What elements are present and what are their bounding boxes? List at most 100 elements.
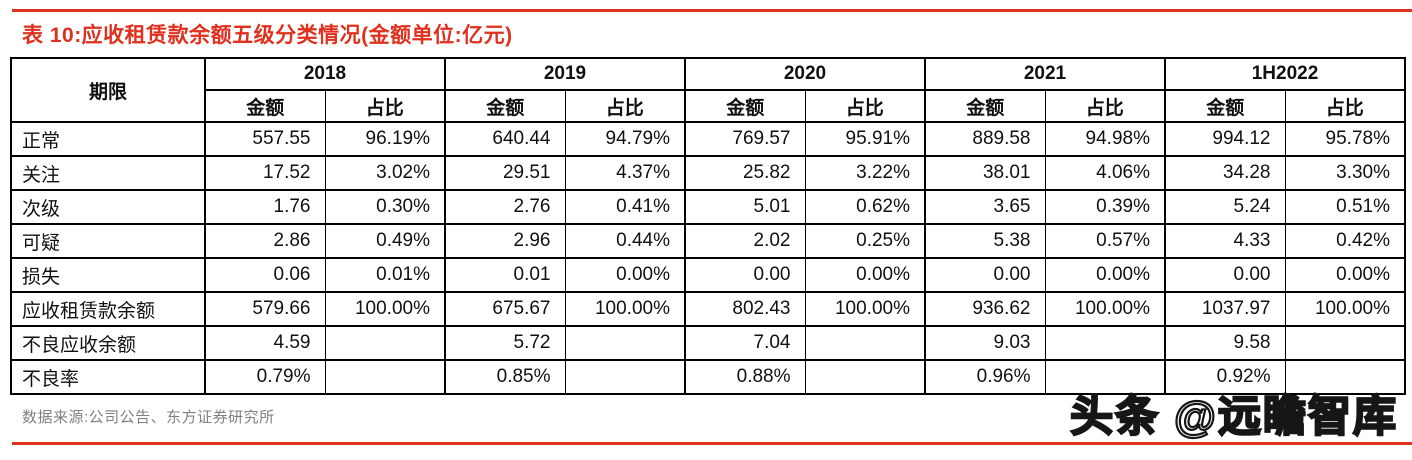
amount-cell: 936.62 <box>924 291 1046 327</box>
year-header-2021: 2021 <box>924 57 1166 91</box>
amount-cell: 7.04 <box>684 325 806 361</box>
share-cell: 0.00% <box>1284 257 1406 293</box>
amount-cell: 0.00 <box>924 257 1046 293</box>
row-label: 应收租赁款余额 <box>10 291 206 327</box>
share-cell: 0.39% <box>1044 189 1166 225</box>
amount-cell: 4.59 <box>204 325 326 361</box>
amount-cell: 9.03 <box>924 325 1046 361</box>
share-cell: 0.00% <box>804 257 926 293</box>
row-label: 损失 <box>10 257 206 293</box>
row-label: 不良应收余额 <box>10 325 206 361</box>
amount-column-header: 金额 <box>204 89 326 123</box>
amount-cell: 29.51 <box>444 155 566 191</box>
amount-cell: 4.33 <box>1164 223 1286 259</box>
amount-column-header: 金额 <box>1164 89 1286 123</box>
amount-cell: 0.00 <box>684 257 806 293</box>
amount-cell: 25.82 <box>684 155 806 191</box>
share-cell: 3.22% <box>804 155 926 191</box>
amount-column-header: 金额 <box>684 89 806 123</box>
share-cell: 4.06% <box>1044 155 1166 191</box>
amount-cell: 17.52 <box>204 155 326 191</box>
sub-header-row: 金额 占比 金额 占比 金额 占比 金额 占比 金额 占比 <box>11 89 1406 123</box>
amount-cell: 675.67 <box>444 291 566 327</box>
table-row: 正常 557.55 96.19% 640.44 94.79% 769.57 95.91% 88… <box>10 121 1406 157</box>
table-body: 正常 557.55 96.19% 640.44 94.79% 769.57 95.91% 88… <box>10 121 1406 395</box>
table-row: 关注 17.52 3.02% 29.51 4.37% 25.82 3.22% 38.01 4.0… <box>10 155 1406 191</box>
share-cell <box>804 359 926 395</box>
share-cell: 0.41% <box>564 189 686 225</box>
share-cell: 0.51% <box>1284 189 1406 225</box>
table-row: 应收租赁款余额 579.66 100.00% 675.67 100.00% 802.43 1… <box>10 291 1406 327</box>
row-label: 可疑 <box>10 223 206 259</box>
share-cell: 4.37% <box>564 155 686 191</box>
share-cell: 0.25% <box>804 223 926 259</box>
amount-cell: 2.76 <box>444 189 566 225</box>
row-label: 不良率 <box>10 359 206 395</box>
amount-cell: 3.65 <box>924 189 1046 225</box>
share-column-header: 占比 <box>324 89 446 123</box>
amount-cell: 5.24 <box>1164 189 1286 225</box>
amount-cell: 579.66 <box>204 291 326 327</box>
share-cell: 0.00% <box>1044 257 1166 293</box>
share-cell: 100.00% <box>324 291 446 327</box>
table-row: 不良率 0.79% 0.85% 0.88% 0.96% 0.92% <box>10 359 1406 395</box>
amount-cell: 0.79% <box>204 359 326 395</box>
share-cell: 96.19% <box>324 121 446 157</box>
amount-cell: 0.88% <box>684 359 806 395</box>
row-label: 正常 <box>10 121 206 157</box>
share-cell: 95.78% <box>1284 121 1406 157</box>
corner-header-cell: 期限 <box>10 57 206 123</box>
row-label: 次级 <box>10 189 206 225</box>
year-header-2018: 2018 <box>204 57 446 91</box>
share-cell: 100.00% <box>1284 291 1406 327</box>
amount-cell: 1037.97 <box>1164 291 1286 327</box>
table-row: 可疑 2.86 0.49% 2.96 0.44% 2.02 0.25% 5.38 0.57% 4.… <box>10 223 1406 259</box>
share-column-header: 占比 <box>1044 89 1166 123</box>
share-cell <box>564 325 686 361</box>
share-cell <box>324 359 446 395</box>
data-source-note: 数据来源:公司公告、东方证券研究所 <box>22 409 275 426</box>
amount-cell: 5.38 <box>924 223 1046 259</box>
amount-cell: 0.92% <box>1164 359 1286 395</box>
year-header-2019: 2019 <box>444 57 686 91</box>
table-header: 期限 2018 2019 2020 2021 1H2022 金额 占比 金额 占比 金额… <box>10 57 1406 123</box>
share-cell <box>1044 325 1166 361</box>
amount-cell: 34.28 <box>1164 155 1286 191</box>
year-header-2020: 2020 <box>684 57 926 91</box>
amount-cell: 5.01 <box>684 189 806 225</box>
amount-cell: 2.86 <box>204 223 326 259</box>
amount-cell: 802.43 <box>684 291 806 327</box>
share-cell: 3.30% <box>1284 155 1406 191</box>
share-cell: 0.44% <box>564 223 686 259</box>
classification-table: 期限 2018 2019 2020 2021 1H2022 金额 占比 金额 占比 金额… <box>10 57 1406 395</box>
year-header-row: 期限 2018 2019 2020 2021 1H2022 <box>10 57 1406 123</box>
bottom-red-rule <box>12 442 1412 445</box>
amount-cell: 38.01 <box>924 155 1046 191</box>
share-cell: 0.01% <box>324 257 446 293</box>
amount-cell: 2.96 <box>444 223 566 259</box>
amount-column-header: 金额 <box>924 89 1046 123</box>
share-cell: 0.49% <box>324 223 446 259</box>
table-title: 表 10:应收租赁款余额五级分类情况(金额单位:亿元) <box>22 24 513 47</box>
share-cell <box>1044 359 1166 395</box>
amount-cell: 557.55 <box>204 121 326 157</box>
share-cell: 94.98% <box>1044 121 1166 157</box>
share-cell: 0.62% <box>804 189 926 225</box>
amount-cell: 0.96% <box>924 359 1046 395</box>
classification-table-container: 期限 2018 2019 2020 2021 1H2022 金额 占比 金额 占比 金额… <box>10 57 1406 395</box>
share-cell <box>564 359 686 395</box>
share-cell: 0.42% <box>1284 223 1406 259</box>
table-row: 损失 0.06 0.01% 0.01 0.00% 0.00 0.00% 0.00 0.00% 0.… <box>10 257 1406 293</box>
amount-cell: 0.00 <box>1164 257 1286 293</box>
amount-cell: 769.57 <box>684 121 806 157</box>
amount-cell: 2.02 <box>684 223 806 259</box>
share-cell: 0.00% <box>564 257 686 293</box>
amount-cell: 0.06 <box>204 257 326 293</box>
share-column-header: 占比 <box>804 89 926 123</box>
year-header-1h2022: 1H2022 <box>1164 57 1406 91</box>
amount-cell: 0.85% <box>444 359 566 395</box>
amount-cell: 994.12 <box>1164 121 1286 157</box>
top-red-rule <box>12 9 1412 12</box>
toutiao-yuanzhan-watermark: 头条 @远瞻智库 <box>1069 392 1398 442</box>
share-cell <box>804 325 926 361</box>
